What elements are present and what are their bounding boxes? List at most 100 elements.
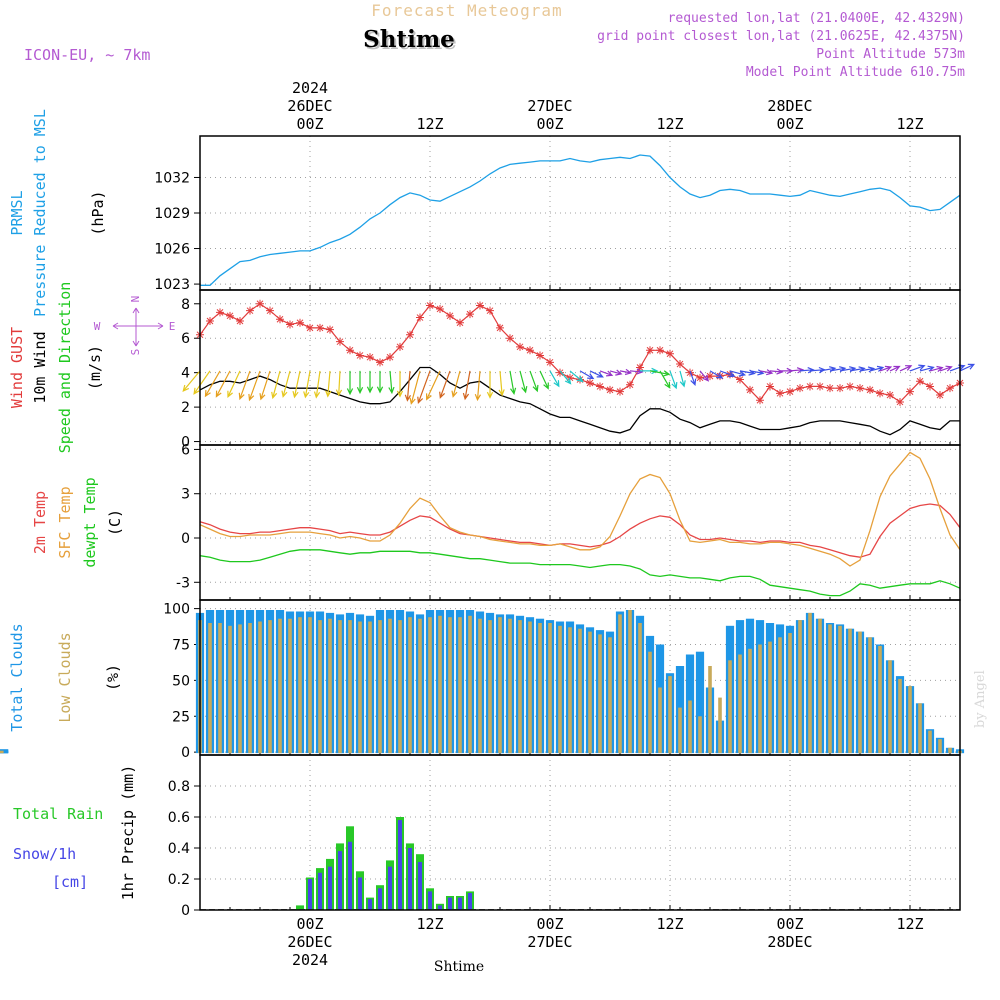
y-tick-label: 1026 xyxy=(154,242,190,258)
bottom-time-label: 00Z xyxy=(296,915,323,933)
cloud-bar-low xyxy=(898,678,902,754)
wind-arrow xyxy=(559,370,572,385)
cloud-bar-low xyxy=(338,620,342,754)
gust-marker xyxy=(426,301,434,310)
gust-marker xyxy=(476,301,484,310)
gust-marker xyxy=(836,384,844,393)
panel-frame xyxy=(199,444,961,601)
gust-marker xyxy=(296,318,304,327)
cloud-bar-low xyxy=(568,627,572,754)
cloud-bar-low xyxy=(828,624,832,754)
wind-arrow xyxy=(426,370,441,401)
cloud-bar-low xyxy=(348,620,352,754)
y-tick-label: 0 xyxy=(181,531,190,547)
snow-bar xyxy=(458,897,462,910)
cloud-bar-low xyxy=(448,617,452,754)
wind-arrow xyxy=(769,368,784,375)
cloud-bar-low xyxy=(798,620,802,754)
y-axis-label: (m/s) xyxy=(86,345,104,390)
cloud-bar-low xyxy=(928,730,932,754)
y-tick-label: 0.8 xyxy=(168,779,190,795)
gust-marker xyxy=(916,377,924,386)
series-line-10m-wind xyxy=(199,366,960,436)
cloud-bar-low xyxy=(598,634,602,754)
y-tick-label: 3 xyxy=(181,487,190,503)
gust-marker xyxy=(546,358,554,367)
snow-bar xyxy=(348,841,352,910)
y-axis-label: dewpt Temp xyxy=(81,477,99,567)
cloud-bar-low xyxy=(248,623,252,754)
gridpoint-coords: grid point closest lon,lat (21.0625E, 42… xyxy=(597,29,965,44)
bottom-time-label: 12Z xyxy=(416,915,443,933)
gust-marker xyxy=(876,389,884,398)
wind-arrow xyxy=(248,370,261,402)
gust-marker xyxy=(456,318,464,327)
gust-marker xyxy=(206,317,214,325)
cloud-bar-low xyxy=(728,660,732,754)
top-time-label: 00Z xyxy=(536,115,563,133)
cloud-bar-low xyxy=(628,610,632,754)
cloud-bar-low xyxy=(908,686,912,754)
gust-marker xyxy=(886,391,894,400)
gust-marker xyxy=(786,387,794,396)
y-tick-label: 1023 xyxy=(154,277,190,293)
bottom-time-label: 12Z xyxy=(656,915,683,933)
gust-marker xyxy=(516,342,524,351)
wind-arrow xyxy=(899,365,913,372)
cloud-bar-low xyxy=(288,618,292,754)
wind-arrow xyxy=(376,370,384,394)
bottom-time-label: 00Z xyxy=(536,915,563,933)
snow-bar xyxy=(388,866,392,910)
wind-arrow xyxy=(404,370,412,402)
wind-arrow xyxy=(193,370,211,395)
cloud-bar-low xyxy=(298,617,302,754)
y-axis-label: 2m Temp xyxy=(31,491,49,554)
cloud-bar-low xyxy=(228,625,232,754)
wind-arrow xyxy=(749,369,765,376)
wind-arrow xyxy=(215,370,231,398)
y-axis-label: PRMSL xyxy=(8,190,26,235)
cloud-bar-low xyxy=(578,628,582,754)
wind-arrow xyxy=(609,369,623,376)
snow-bar xyxy=(468,893,472,910)
wind-arrow xyxy=(640,367,659,375)
gust-marker xyxy=(676,360,684,369)
cloud-bar-low xyxy=(378,620,382,754)
wind-arrow xyxy=(396,370,404,398)
gust-marker xyxy=(696,373,704,382)
gust-marker xyxy=(736,375,744,384)
wind-arrow xyxy=(719,370,736,378)
cloud-bar-low xyxy=(868,637,872,754)
station-title: Shtime xyxy=(363,26,455,53)
gust-marker xyxy=(526,346,534,355)
gust-marker xyxy=(946,384,954,393)
y-tick-label: 8 xyxy=(181,297,190,313)
cloud-bar-low xyxy=(518,620,522,754)
y-tick-label: 25 xyxy=(172,709,190,725)
snow-bar xyxy=(308,879,312,910)
wind-arrow xyxy=(519,370,528,394)
gust-marker xyxy=(306,323,314,332)
snow-bar xyxy=(428,891,432,910)
cloud-bar-low xyxy=(838,625,842,754)
y-tick-label: 1029 xyxy=(154,206,190,222)
wind-arrow xyxy=(619,368,633,376)
wind-arrow xyxy=(388,370,395,395)
compass-arrows xyxy=(112,307,164,347)
gust-marker xyxy=(846,382,854,391)
wind-arrow xyxy=(238,370,251,401)
y-axis-label: (hPa) xyxy=(89,190,107,235)
cloud-bar-low xyxy=(438,615,442,754)
wind-arrow xyxy=(549,370,560,388)
wind-arrow xyxy=(417,370,431,405)
gust-marker xyxy=(636,363,644,372)
cloud-bar-low xyxy=(768,641,772,754)
y-axis-label: 10m Wind xyxy=(31,331,49,403)
gust-marker xyxy=(686,368,694,377)
wind-arrow xyxy=(929,365,944,373)
wind-arrow xyxy=(204,370,221,398)
gust-marker xyxy=(256,299,264,308)
series-line-prmsl xyxy=(200,154,961,286)
cloud-bar-low xyxy=(888,660,892,754)
gust-marker xyxy=(806,382,814,391)
